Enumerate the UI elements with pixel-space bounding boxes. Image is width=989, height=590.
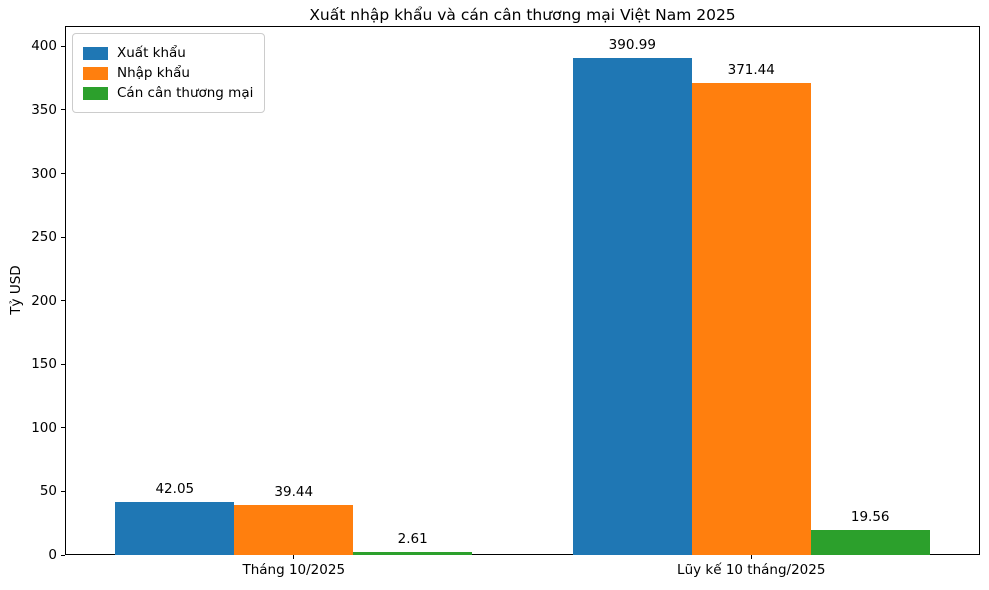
y-tick-label: 50	[39, 483, 57, 500]
x-tick-mark	[293, 555, 295, 559]
y-tick-label: 150	[31, 356, 57, 373]
y-tick-mark	[61, 363, 65, 365]
legend-swatch	[83, 46, 108, 60]
y-tick-label: 250	[31, 229, 57, 246]
bar	[353, 551, 473, 555]
y-tick-mark	[61, 490, 65, 492]
legend: Xuất khẩu Nhập khẩu Cán cân thương mại	[72, 33, 266, 113]
bar	[572, 57, 692, 555]
y-tick-mark	[61, 427, 65, 429]
y-tick-label: 100	[31, 419, 57, 436]
y-tick-label: 300	[31, 165, 57, 182]
y-tick-mark	[61, 173, 65, 174]
x-tick-mark	[750, 555, 752, 559]
y-tick-mark	[61, 236, 65, 238]
bar-value-label: 2.61	[397, 530, 428, 547]
legend-label: Cán cân thương mại	[117, 85, 254, 101]
bar-value-label: 39.44	[274, 483, 314, 500]
x-tick-label: Tháng 10/2025	[242, 562, 346, 578]
legend-swatch	[83, 66, 108, 80]
legend-item: Nhập khẩu	[83, 65, 253, 81]
bar	[234, 504, 354, 555]
legend-label: Xuất khẩu	[117, 45, 186, 61]
plot-area	[65, 26, 980, 555]
bar	[810, 530, 930, 555]
y-tick-label: 0	[48, 547, 57, 563]
legend-item: Cán cân thương mại	[83, 85, 253, 101]
legend-swatch	[83, 86, 108, 100]
y-tick-label: 350	[31, 101, 57, 118]
legend-item: Xuất khẩu	[83, 45, 253, 61]
y-tick-label: 400	[31, 38, 57, 55]
bar-value-label: 390.99	[608, 36, 656, 53]
bar-value-label: 42.05	[155, 480, 195, 497]
bar-value-label: 371.44	[727, 61, 775, 78]
chart-title: Xuất nhập khẩu và cán cân thương mại Việ…	[309, 6, 736, 24]
bar	[691, 82, 811, 555]
y-tick-label: 200	[31, 292, 57, 309]
x-tick-label: Lũy kế 10 tháng/2025	[677, 562, 826, 578]
bar-value-label: 19.56	[850, 509, 890, 526]
y-tick-mark	[61, 554, 65, 556]
y-tick-mark	[61, 109, 65, 111]
bar	[115, 501, 235, 555]
y-tick-mark	[61, 300, 65, 302]
y-tick-mark	[61, 45, 65, 47]
legend-label: Nhập khẩu	[117, 65, 190, 81]
